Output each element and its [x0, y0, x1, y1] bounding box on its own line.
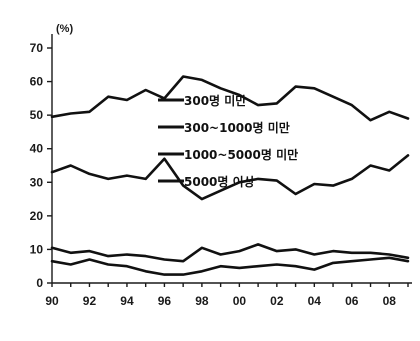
x-tick-label: 00: [233, 294, 247, 308]
x-tick-label: 94: [120, 294, 134, 308]
series-line-3: [50, 243, 410, 263]
y-tick-label: 30: [30, 175, 44, 189]
y-tick-label: 70: [30, 41, 44, 55]
y-tick-label: 40: [30, 142, 44, 156]
x-ticks: 90 92 94 96 98 00 02 04 06 08: [45, 283, 409, 308]
x-tick-label: 06: [345, 294, 359, 308]
legend-label: 300~1000명 미만: [184, 120, 290, 135]
y-ticks: 0 10 20 30 40 50 60 70: [30, 41, 52, 290]
x-tick-label: 90: [45, 294, 59, 308]
series-line-2: [50, 154, 410, 201]
y-tick-label: 20: [30, 209, 44, 223]
x-tick-label: 02: [270, 294, 284, 308]
x-tick-label: 08: [383, 294, 397, 308]
x-tick-label: 92: [83, 294, 97, 308]
y-tick-label: 60: [30, 75, 44, 89]
y-tick-label: 0: [36, 276, 43, 290]
series-line-4: [50, 256, 410, 276]
legend-label: 1000~5000명 미만: [184, 147, 298, 162]
series-line-1: [50, 75, 410, 122]
x-tick-label: 98: [195, 294, 209, 308]
legend-label: 5000명 이상: [184, 174, 255, 189]
x-tick-label: 96: [158, 294, 172, 308]
y-tick-label: 50: [30, 108, 44, 122]
legend: 300명 미만 300~1000명 미만 1000~5000명 미만 5000명 이상: [158, 93, 298, 189]
x-tick-label: 04: [308, 294, 322, 308]
y-unit-label: (%): [56, 23, 73, 35]
series-lines: [50, 75, 410, 276]
y-tick-label: 10: [30, 242, 44, 256]
legend-label: 300명 미만: [184, 93, 246, 108]
